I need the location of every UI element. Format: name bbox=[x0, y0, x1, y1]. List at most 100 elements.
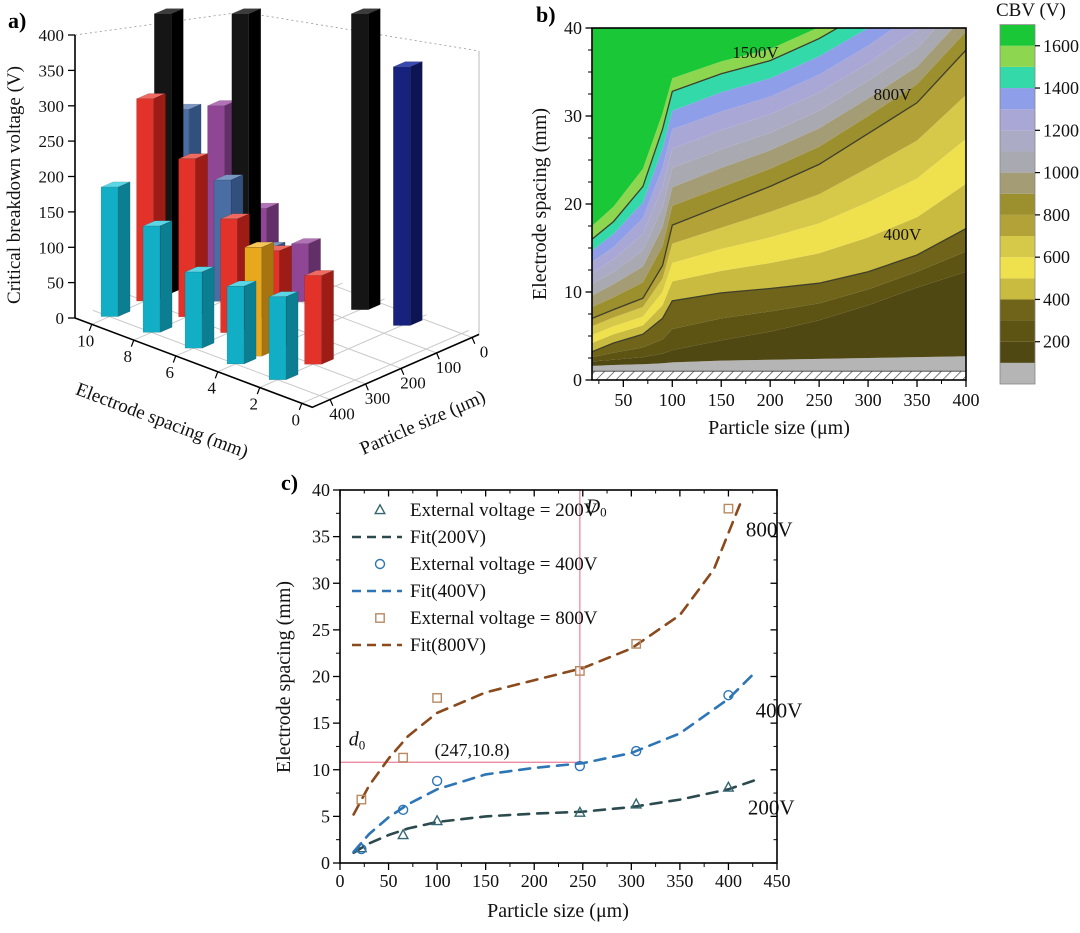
bar-black-s4 bbox=[351, 8, 381, 311]
svg-text:25: 25 bbox=[312, 620, 330, 640]
svg-text:100: 100 bbox=[659, 390, 686, 410]
svg-text:D0: D0 bbox=[585, 495, 607, 519]
svg-text:250: 250 bbox=[806, 390, 833, 410]
svg-text:800: 800 bbox=[1043, 205, 1070, 225]
svg-text:30: 30 bbox=[564, 106, 582, 126]
svg-text:8: 8 bbox=[124, 347, 133, 366]
svg-text:400V: 400V bbox=[883, 225, 922, 244]
svg-text:1200: 1200 bbox=[1043, 120, 1079, 140]
svg-text:d0: d0 bbox=[349, 729, 366, 753]
svg-text:350: 350 bbox=[666, 871, 693, 891]
svg-text:400: 400 bbox=[715, 871, 742, 891]
svg-text:150: 150 bbox=[39, 203, 65, 222]
svg-text:1400: 1400 bbox=[1043, 78, 1079, 98]
svg-text:600: 600 bbox=[1043, 247, 1070, 267]
svg-text:2: 2 bbox=[250, 395, 259, 414]
svg-text:250: 250 bbox=[569, 871, 596, 891]
svg-text:200: 200 bbox=[400, 374, 426, 393]
svg-text:150: 150 bbox=[708, 390, 735, 410]
series-400V: 400V bbox=[352, 670, 802, 855]
axes: 0 50 100 150 200 250 300 350 400 450 0 5 10 15 20 25 30 3… bbox=[273, 480, 790, 922]
bar-cyan-s2 bbox=[268, 291, 299, 381]
svg-text:400: 400 bbox=[1043, 289, 1070, 309]
bar-cyan-s4 bbox=[226, 280, 257, 365]
svg-text:150: 150 bbox=[472, 871, 499, 891]
axes: 50 100 150 200 250 300 350 400 0 10 20 30 40 Particle… bbox=[530, 18, 979, 439]
svg-text:400: 400 bbox=[329, 405, 355, 424]
svg-text:300: 300 bbox=[855, 390, 882, 410]
svg-text:20: 20 bbox=[564, 194, 582, 214]
bar-cyan-s8 bbox=[142, 220, 173, 333]
svg-text:35: 35 bbox=[312, 527, 330, 547]
svg-text:Particle size (μm): Particle size (μm) bbox=[708, 417, 850, 439]
panel-letter-c: c) bbox=[281, 470, 299, 495]
svg-text:10: 10 bbox=[564, 282, 582, 302]
svg-text:300: 300 bbox=[39, 97, 65, 116]
svg-text:Fit(200V): Fit(200V) bbox=[410, 527, 486, 548]
legend: External voltage = 200V Fit(200V) External… bbox=[352, 500, 598, 656]
bar-cyan-s10 bbox=[100, 181, 131, 317]
panel-letter-b: b) bbox=[536, 2, 556, 27]
svg-text:200: 200 bbox=[1043, 332, 1070, 352]
colorbar: 200 400 600 800 1000 1200 1400 1600 CBV (V) bbox=[996, 0, 1079, 385]
svg-text:0: 0 bbox=[56, 309, 65, 328]
svg-text:100: 100 bbox=[436, 358, 462, 377]
bar3d-critical-breakdown-voltage: 0 50 100 150 200 250 300 350 400 10 8 6 4 2 0 400 300 200… bbox=[4, 8, 489, 463]
svg-text:400: 400 bbox=[952, 390, 979, 410]
svg-text:200: 200 bbox=[757, 390, 784, 410]
svg-text:0: 0 bbox=[573, 370, 582, 390]
svg-text:External voltage = 400V: External voltage = 400V bbox=[410, 554, 598, 575]
contour-labels: 1500V 800V 400V bbox=[732, 43, 922, 244]
svg-text:50: 50 bbox=[47, 274, 64, 293]
bar-navy-s2 bbox=[393, 61, 423, 326]
svg-text:Critical breakdown voltage (V): Critical breakdown voltage (V) bbox=[4, 66, 25, 304]
contour-cbv-map: 1500V 800V 400V 50 100 150 200 250 300 350 400 0 10 2… bbox=[530, 0, 1079, 439]
svg-text:350: 350 bbox=[39, 61, 65, 80]
panel-letter-a: a) bbox=[8, 8, 27, 33]
series-800V: 800V bbox=[352, 502, 793, 816]
svg-text:200: 200 bbox=[521, 871, 548, 891]
svg-text:800V: 800V bbox=[746, 518, 793, 542]
svg-text:50: 50 bbox=[380, 871, 398, 891]
svg-text:Electrode spacing (mm): Electrode spacing (mm) bbox=[530, 108, 551, 300]
svg-text:Fit(800V): Fit(800V) bbox=[410, 635, 486, 656]
svg-text:15: 15 bbox=[312, 713, 330, 733]
bars bbox=[100, 8, 423, 381]
svg-text:10: 10 bbox=[77, 331, 94, 350]
crosshair bbox=[340, 490, 581, 763]
svg-text:200: 200 bbox=[39, 168, 65, 187]
svg-text:External voltage = 200V: External voltage = 200V bbox=[410, 500, 598, 521]
svg-text:6: 6 bbox=[166, 363, 175, 382]
svg-text:1000: 1000 bbox=[1043, 163, 1079, 183]
svg-text:30: 30 bbox=[312, 573, 330, 593]
svg-text:40: 40 bbox=[312, 480, 330, 500]
svg-text:450: 450 bbox=[763, 871, 790, 891]
svg-text:CBV (V): CBV (V) bbox=[996, 0, 1066, 21]
svg-text:800V: 800V bbox=[874, 85, 913, 104]
series-200V: 200V bbox=[352, 778, 795, 854]
svg-text:0: 0 bbox=[321, 853, 330, 873]
svg-text:100: 100 bbox=[39, 238, 65, 257]
svg-text:10: 10 bbox=[312, 760, 330, 780]
svg-text:(247,10.8): (247,10.8) bbox=[435, 740, 510, 761]
bar-cyan-s6 bbox=[184, 266, 215, 349]
svg-text:300: 300 bbox=[618, 871, 645, 891]
svg-text:0: 0 bbox=[480, 343, 489, 362]
svg-text:Electrode spacing (mm): Electrode spacing (mm) bbox=[73, 379, 251, 463]
svg-text:Particle size (μm): Particle size (μm) bbox=[487, 900, 629, 922]
svg-text:External voltage = 800V: External voltage = 800V bbox=[410, 608, 598, 629]
svg-text:0: 0 bbox=[336, 871, 345, 891]
svg-text:20: 20 bbox=[312, 667, 330, 687]
svg-text:200V: 200V bbox=[748, 796, 795, 820]
svg-text:Fit(400V): Fit(400V) bbox=[410, 581, 486, 602]
svg-text:1600: 1600 bbox=[1043, 36, 1079, 56]
svg-text:40: 40 bbox=[564, 18, 582, 38]
svg-text:4: 4 bbox=[208, 379, 217, 398]
annotations: (247,10.8) D0 d0 bbox=[349, 495, 607, 760]
contour-bands bbox=[592, 28, 966, 380]
svg-text:100: 100 bbox=[424, 871, 451, 891]
svg-text:400: 400 bbox=[39, 26, 65, 45]
svg-text:1500V: 1500V bbox=[732, 43, 779, 62]
